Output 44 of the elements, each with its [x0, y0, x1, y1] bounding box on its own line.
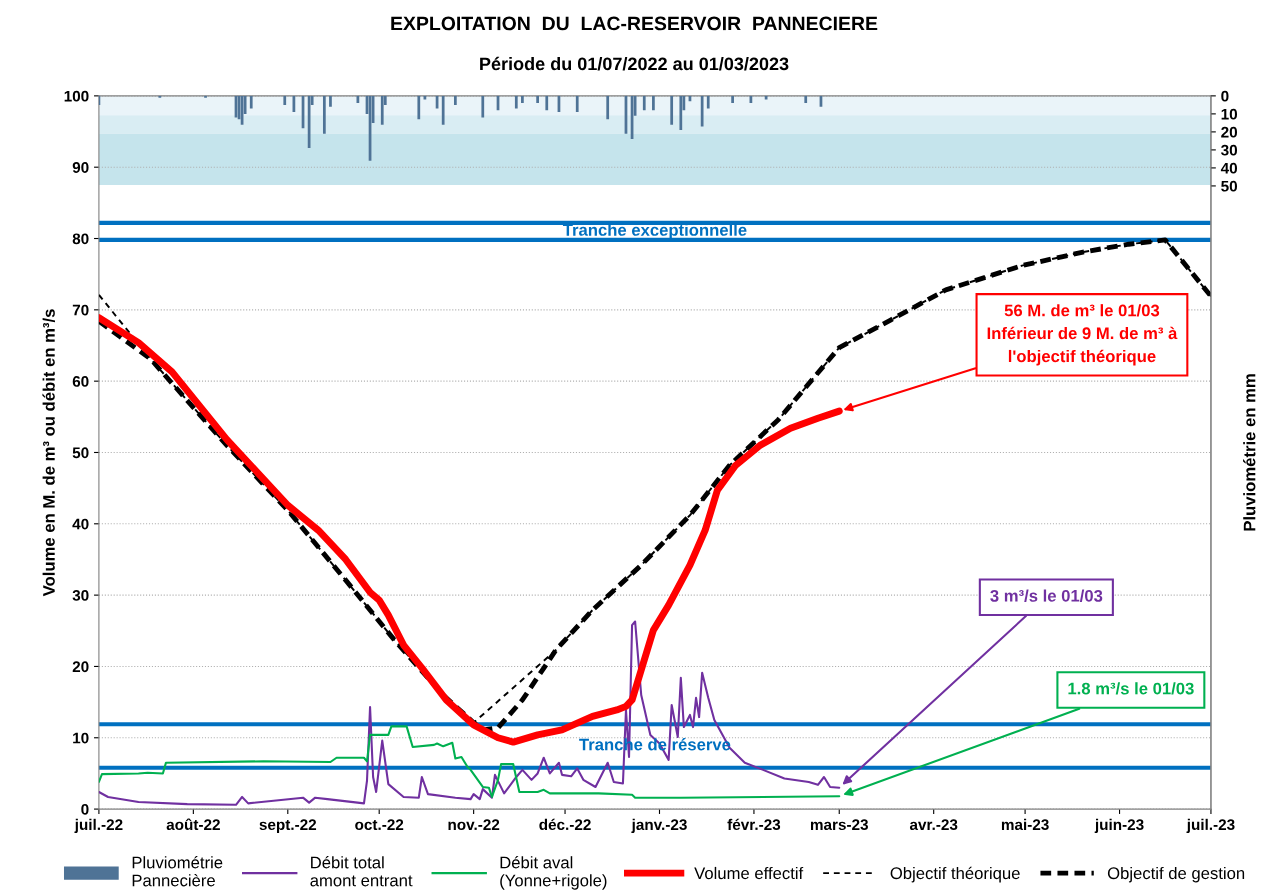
y-tick-label: 40 — [72, 518, 89, 530]
y2-tick-label: 50 — [1221, 180, 1238, 192]
y-tick-label: 20 — [72, 661, 89, 673]
x-tick-label: févr.-23 — [727, 818, 781, 831]
annotation: 56 M. de m³ le 01/03 Inférieur de 9 M. de m³ à l'objectif théorique — [987, 304, 1178, 366]
annotation: 1.8 m³/s le 01/03 — [1068, 682, 1194, 695]
y-tick-label: 50 — [72, 447, 89, 459]
y2-tick-label: 20 — [1221, 126, 1238, 138]
annotation: 3 m³/s le 01/03 — [990, 589, 1103, 602]
x-tick-label: juil.-23 — [1186, 818, 1235, 834]
legend-label: Débit total amont entrant — [310, 855, 413, 887]
legend-label: Objectif théorique — [890, 866, 1020, 883]
legend-label: Objectif de gestion — [1107, 866, 1245, 883]
y2-tick-label: 10 — [1221, 108, 1238, 120]
x-tick-label: juin-23 — [1094, 818, 1144, 834]
y-tick-label: 100 — [64, 90, 89, 102]
x-tick-label: nov.-22 — [448, 819, 500, 831]
x-tick-label: mai-23 — [1001, 818, 1049, 831]
y2-tick-label: 30 — [1221, 144, 1238, 156]
chart-title: EXPLOITATION DU LAC-RESERVOIR PANNECIERE — [391, 16, 878, 31]
y-tick-label: 60 — [72, 376, 89, 387]
chart-subtitle: Période du 01/07/2022 au 01/03/2023 — [480, 56, 789, 71]
y-tick-label: 70 — [72, 304, 89, 316]
legend-label: Débit aval (Yonne+rigole) — [500, 855, 607, 890]
legend-label: Volume effectif — [694, 866, 804, 880]
y-axis-title: Volume en M. de m³ ou débit en m³/s — [42, 309, 56, 597]
x-tick-label: déc.-22 — [539, 818, 591, 831]
x-tick-label: avr.-23 — [909, 819, 958, 831]
x-tick-label: oct.-22 — [355, 819, 404, 831]
y2-axis-title: Pluviométrie en mm — [1243, 374, 1256, 531]
x-tick-label: août-22 — [166, 818, 220, 831]
y-tick-label: 80 — [72, 233, 89, 245]
x-tick-label: janv.-23 — [631, 818, 687, 834]
y-tick-label: 90 — [72, 162, 89, 173]
y2-tick-label: 0 — [1221, 90, 1229, 102]
y-tick-label: 30 — [72, 589, 89, 601]
x-tick-label: sept.-22 — [259, 819, 317, 834]
y-tick-label: 10 — [73, 732, 89, 744]
legend-label: Pluviométrie Pannecière — [132, 855, 223, 887]
y2-tick-label: 40 — [1220, 162, 1238, 174]
x-tick-label: mars-23 — [810, 819, 868, 831]
y-tick-label: 0 — [81, 803, 89, 815]
x-tick-label: juil.-22 — [74, 818, 123, 834]
ref-line-label: Tranche exceptionnelle — [562, 223, 747, 240]
